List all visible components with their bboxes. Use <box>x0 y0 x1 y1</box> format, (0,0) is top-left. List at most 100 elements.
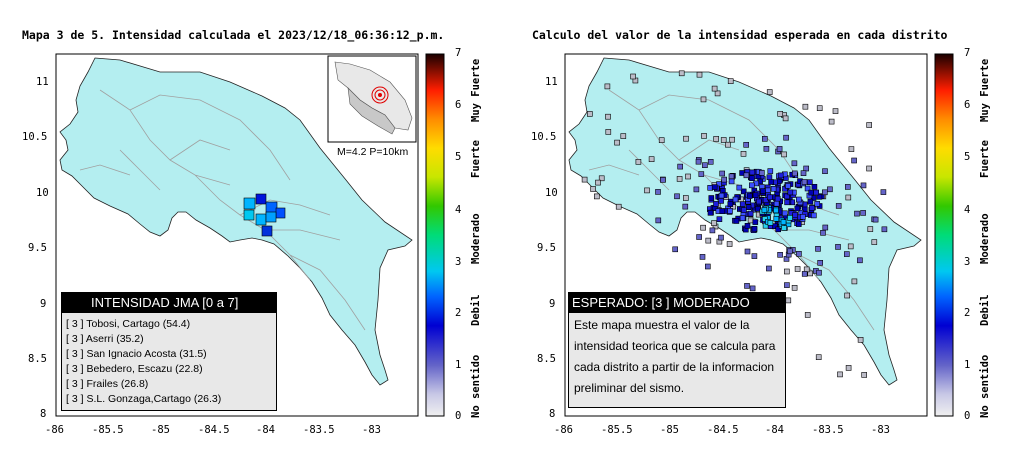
map1-y-tick: 8 <box>40 408 47 420</box>
district-marker <box>816 269 822 276</box>
district-marker <box>678 70 685 77</box>
district-marker <box>799 214 806 220</box>
district-marker <box>781 151 787 158</box>
district-marker <box>783 268 790 275</box>
district-marker <box>822 168 828 174</box>
district-marker <box>815 354 822 361</box>
district-marker <box>773 216 780 222</box>
district-marker <box>854 210 860 217</box>
district-marker <box>718 198 724 204</box>
district-marker <box>756 198 762 205</box>
colorbar-2 <box>934 53 954 417</box>
district-marker <box>800 170 807 176</box>
district-marker <box>845 194 852 201</box>
district-marker <box>811 184 818 190</box>
colorbar-tick: 5 <box>964 151 971 163</box>
district-marker <box>810 212 817 219</box>
station-level: [ 3 ] <box>66 333 84 345</box>
colorbar-tick: 7 <box>455 47 462 59</box>
district-marker <box>713 136 720 142</box>
district-marker <box>847 243 854 250</box>
district-marker <box>708 195 715 201</box>
district-marker <box>804 185 811 192</box>
district-marker <box>844 184 851 190</box>
colorbar-word: Moderado <box>470 213 482 264</box>
district-marker <box>635 159 642 165</box>
station-name: Frailes (26.8) <box>86 378 149 390</box>
district-marker <box>743 172 750 179</box>
map2-y-tick: 8 <box>549 408 556 420</box>
district-marker <box>707 210 714 216</box>
map2-x-tick: -85 <box>660 424 679 436</box>
district-marker <box>767 220 774 226</box>
district-marker <box>762 197 769 203</box>
district-marker <box>655 217 662 224</box>
district-marker <box>704 263 711 270</box>
district-marker <box>700 224 706 231</box>
district-marker <box>776 146 783 152</box>
district-marker <box>615 203 622 210</box>
district-marker <box>676 176 683 182</box>
station-level: [ 3 ] <box>66 393 84 405</box>
map2-district-markers <box>581 70 888 378</box>
map1-x-tick: -86 <box>45 424 64 436</box>
station-level: [ 3 ] <box>66 318 84 330</box>
district-marker <box>766 194 773 201</box>
district-marker <box>700 96 707 103</box>
colorbar-word: Muy Fuerte <box>979 58 991 122</box>
district-marker <box>773 207 779 214</box>
inset-caption: M=4.2 P=10km <box>337 146 409 158</box>
district-marker <box>785 297 792 304</box>
district-marker <box>586 111 593 117</box>
district-marker <box>766 174 773 180</box>
district-marker <box>727 78 734 84</box>
district-marker <box>648 156 655 162</box>
station-level: [ 3 ] <box>66 348 84 360</box>
map2-explanation-box: Este mapa muestra el valor de la intensi… <box>568 313 786 408</box>
colorbar-word: No sentido <box>470 354 482 418</box>
district-marker <box>711 220 717 226</box>
map2-explanation: Este mapa muestra el valor de la intensi… <box>574 318 776 395</box>
district-marker <box>795 196 802 203</box>
map1-x-tick: -83 <box>362 424 381 436</box>
district-marker <box>857 257 863 264</box>
district-marker <box>728 178 735 185</box>
district-marker <box>791 160 798 167</box>
district-marker <box>782 115 789 122</box>
district-marker <box>772 223 778 229</box>
district-marker <box>749 285 756 292</box>
colorbar-1 <box>425 53 445 417</box>
district-marker <box>787 215 793 221</box>
district-marker <box>837 371 843 378</box>
map1-y-tick: 9.5 <box>28 242 47 254</box>
list-item: [ 3 ] Bebedero, Escazu (22.8) <box>62 362 276 377</box>
map2-y-tick: 11 <box>545 76 558 88</box>
colorbar-word: Debil <box>470 294 482 326</box>
district-marker <box>701 133 707 139</box>
district-marker <box>804 312 811 318</box>
map2-x-tick: -83 <box>871 424 890 436</box>
district-marker <box>787 189 794 196</box>
district-marker <box>736 184 743 191</box>
district-marker <box>751 226 758 232</box>
district-marker <box>866 165 872 172</box>
district-marker <box>871 239 878 245</box>
district-marker <box>821 189 828 196</box>
district-marker <box>718 234 724 241</box>
colorbar-word: No sentido <box>979 354 991 418</box>
colorbar-tick: 2 <box>964 307 971 319</box>
map1-y-tick: 11 <box>36 76 49 88</box>
district-marker <box>817 259 824 266</box>
district-marker <box>777 111 784 117</box>
district-marker <box>867 226 874 232</box>
colorbar-word: Moderado <box>979 213 991 264</box>
district-marker <box>707 159 714 165</box>
district-marker <box>728 173 735 180</box>
district-marker <box>808 189 815 196</box>
district-marker <box>807 270 814 277</box>
map2-y-tick: 9.5 <box>537 242 556 254</box>
district-marker <box>749 175 755 181</box>
colorbar-tick: 6 <box>455 99 462 111</box>
station-level: [ 3 ] <box>66 378 84 390</box>
district-marker <box>695 158 702 165</box>
